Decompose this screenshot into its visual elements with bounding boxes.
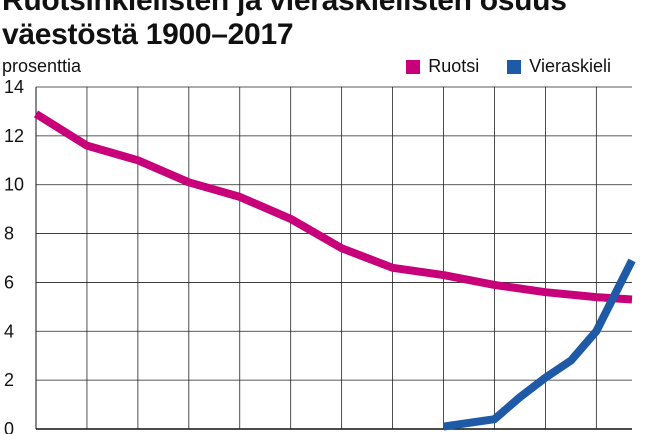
series-line-ruotsi — [33, 110, 633, 304]
chart-title: Ruotsinkielisten ja vieraskielisten osuu… — [2, 0, 567, 51]
legend-item-vieraskieli: Vieraskieli — [507, 56, 611, 77]
legend-label-ruotsi: Ruotsi — [428, 56, 480, 76]
y-tick-label: 14 — [4, 77, 24, 97]
legend: Ruotsi Vieraskieli — [406, 56, 611, 77]
y-tick-label: 8 — [4, 224, 14, 244]
series-line-vieraskieli — [442, 258, 636, 431]
y-tick-label: 10 — [4, 175, 24, 195]
y-axis-label: prosenttia — [2, 56, 82, 76]
y-tick-label: 12 — [4, 126, 24, 146]
legend-label-vieraskieli: Vieraskieli — [529, 56, 611, 76]
legend-swatch-ruotsi — [406, 59, 421, 74]
legend-item-ruotsi: Ruotsi — [406, 56, 479, 77]
y-tick-label: 2 — [4, 370, 14, 390]
y-tick-label: 0 — [4, 419, 14, 434]
y-tick-label: 6 — [4, 272, 14, 292]
legend-swatch-vieraskieli — [507, 59, 522, 74]
y-tick-label: 4 — [4, 321, 14, 341]
